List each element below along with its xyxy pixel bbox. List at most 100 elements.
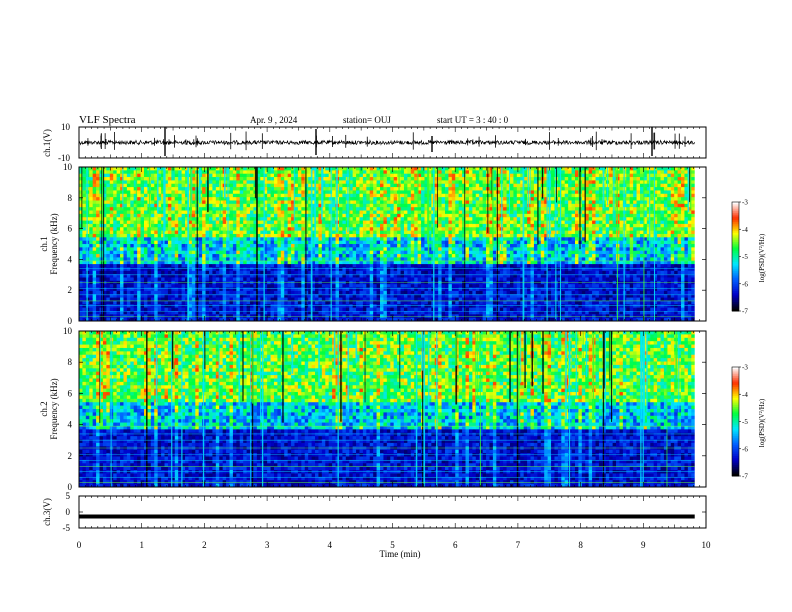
spectrogram-cell xyxy=(267,227,271,232)
spectrogram-cell xyxy=(191,250,196,255)
spectrogram-cell xyxy=(345,230,350,235)
spectrogram-cell xyxy=(287,187,292,191)
spectrogram-cell xyxy=(284,220,289,225)
spectrogram-cell xyxy=(297,264,302,268)
spectrogram-cell xyxy=(96,310,100,315)
spectrogram-cell xyxy=(161,220,165,225)
spectrogram-cell xyxy=(315,267,319,272)
spectrogram-cell xyxy=(198,210,203,215)
spectrogram-cell xyxy=(102,317,107,322)
spectrogram-cell xyxy=(345,233,350,238)
spectrogram-cell xyxy=(390,254,395,258)
spectrogram-cell xyxy=(239,183,244,188)
spectrogram-cell xyxy=(133,277,138,282)
spectrogram-cell xyxy=(263,197,268,201)
spectrogram-cell xyxy=(417,240,422,245)
spectrogram-cell xyxy=(390,257,395,262)
spectrogram-cell xyxy=(164,230,169,235)
spectrogram-cell xyxy=(403,257,408,262)
spectrogram-cell xyxy=(120,190,124,195)
spectrogram-cell xyxy=(427,223,432,228)
spectrogram-cell xyxy=(403,223,408,228)
spectrogram-cell xyxy=(280,260,285,265)
spectrogram-cell xyxy=(277,170,282,175)
spectrogram-cell xyxy=(167,240,172,245)
spectrogram-cell xyxy=(185,250,189,255)
spectrogram-cell xyxy=(147,247,152,252)
spectrogram-cell xyxy=(116,217,121,221)
spectrogram-cell xyxy=(325,217,330,221)
spectrogram-cell xyxy=(325,284,330,288)
spectrogram-cell xyxy=(332,200,336,205)
spectrogram-cell xyxy=(383,300,388,305)
spectrogram-cell xyxy=(102,254,107,258)
spectrogram-cell xyxy=(403,247,408,252)
spectrogram-cell xyxy=(291,180,295,185)
spectrogram-cell xyxy=(123,233,128,238)
spectrogram-cell xyxy=(229,270,234,275)
spectrogram-cell xyxy=(239,317,244,322)
spectrogram-cell xyxy=(157,284,162,288)
spectrogram-cell xyxy=(267,254,271,258)
spectrogram-cell xyxy=(403,294,408,298)
spectrogram-cell xyxy=(79,264,83,268)
spectrogram-cell xyxy=(178,187,183,191)
spectrogram-cell xyxy=(410,220,415,225)
spectrogram-cell xyxy=(362,223,367,228)
spectrogram-cell xyxy=(390,177,395,181)
spectrogram-cell xyxy=(212,193,217,198)
spectrogram-cell xyxy=(321,203,326,208)
spectrogram-cell xyxy=(277,310,282,315)
spectrogram-cell xyxy=(414,203,419,208)
spectrogram-cell xyxy=(226,260,230,265)
spectrogram-cell xyxy=(356,177,360,181)
spectrogram-cell xyxy=(212,177,217,181)
spectrogram-cell xyxy=(277,297,282,302)
spectrogram-cell xyxy=(383,264,388,268)
spectrogram-cell xyxy=(120,244,124,248)
spectrogram-cell xyxy=(311,230,316,235)
spectrogram-cell xyxy=(362,177,367,181)
spectrogram-cell xyxy=(417,200,422,205)
spectrogram-cell xyxy=(106,270,111,275)
spectrogram-cell xyxy=(113,237,118,242)
spectrogram-cell xyxy=(208,304,213,309)
spectrogram-cell xyxy=(154,193,159,198)
spectrogram-cell xyxy=(140,173,145,178)
spectrogram-cell xyxy=(315,310,319,315)
spectrogram-cell xyxy=(297,304,302,309)
spectrogram-cell xyxy=(164,317,169,322)
spectrogram-cell xyxy=(421,170,425,175)
spectrogram-cell xyxy=(421,197,425,201)
spectrogram-cell xyxy=(178,227,183,232)
spectrogram-cell xyxy=(232,270,237,275)
spectrogram-cell xyxy=(342,297,347,302)
spectrogram-cell xyxy=(373,227,377,232)
spectrogram-cell xyxy=(369,297,374,302)
spectrogram-cell xyxy=(380,304,384,309)
spectrogram-cell xyxy=(130,187,135,191)
spectrogram-cell xyxy=(297,287,302,292)
spectrogram-cell xyxy=(215,230,220,235)
spectrogram-cell xyxy=(342,197,347,201)
spectrogram-cell xyxy=(123,200,128,205)
spectrogram-cell xyxy=(174,304,179,309)
spectrogram-cell xyxy=(102,177,107,181)
spectrogram-cell xyxy=(291,240,295,245)
spectrogram-cell xyxy=(96,193,100,198)
spectrogram-cell xyxy=(267,220,271,225)
spectrogram-cell xyxy=(421,310,425,315)
spectrogram-cell xyxy=(383,190,388,195)
spectrogram-cell xyxy=(171,244,176,248)
spectrogram-cell xyxy=(280,220,285,225)
spectrogram-cell xyxy=(96,230,100,235)
spectrogram-cell xyxy=(191,180,196,185)
spectrogram-cell xyxy=(164,180,169,185)
spectrogram-cell xyxy=(380,173,384,178)
spectrogram-cell xyxy=(212,167,217,171)
spectrogram-cell xyxy=(157,247,162,252)
spectrogram-cell xyxy=(150,254,155,258)
spectrogram-cell xyxy=(311,260,316,265)
spectrogram-cell xyxy=(191,277,196,282)
spectrogram-cell xyxy=(229,257,234,262)
